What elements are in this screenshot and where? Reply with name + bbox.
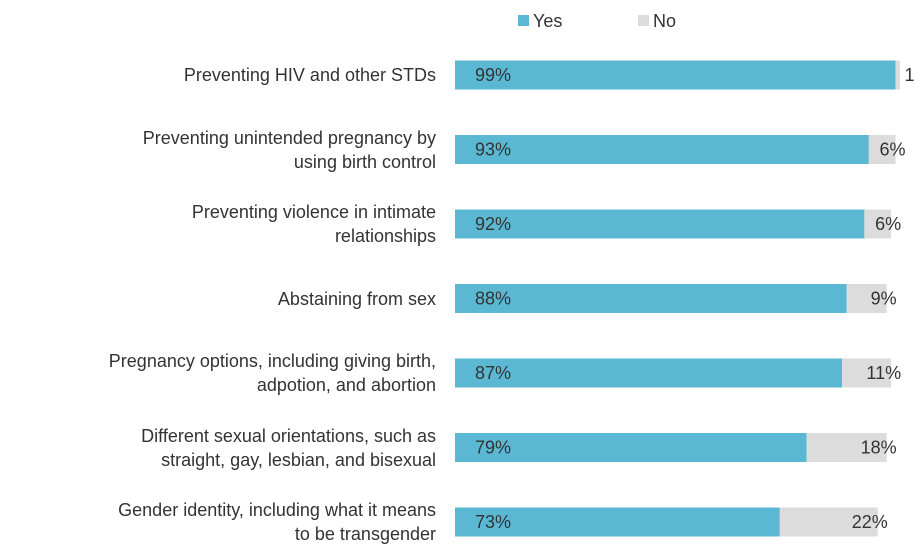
bar-segment — [806, 433, 887, 462]
value-label: 1% — [905, 65, 915, 85]
legend-swatch — [518, 15, 529, 26]
category-label: Gender identity, including what it means… — [118, 500, 436, 544]
legend-label: Yes — [533, 11, 562, 31]
value-label: 18% — [861, 437, 897, 457]
value-label: 73% — [475, 512, 511, 532]
category-label: Preventing violence in intimate relation… — [191, 202, 436, 246]
category-label: Different sexual orientations, such as s… — [141, 425, 436, 470]
value-label: 6% — [875, 214, 901, 234]
value-label: 99% — [475, 65, 511, 85]
category-label: Preventing HIV and other STDs — [183, 65, 436, 85]
bar-segment — [455, 507, 780, 537]
value-label: 88% — [475, 288, 511, 308]
value-label: 93% — [475, 139, 511, 159]
bar-segment — [846, 284, 887, 313]
value-label: 92% — [475, 214, 511, 234]
value-label: 87% — [475, 363, 511, 383]
category-label: Abstaining from sex — [277, 288, 436, 309]
bar-segment — [868, 135, 896, 164]
bar-segment — [864, 209, 892, 239]
value-label: 6% — [880, 139, 906, 159]
bar-segment — [455, 60, 896, 90]
bar-segment — [779, 507, 878, 537]
legend-swatch — [638, 15, 649, 26]
value-label: 79% — [475, 437, 511, 457]
category-label: Pregnancy options, including giving birt… — [108, 351, 436, 395]
bar-segment — [455, 284, 847, 313]
value-label: 11% — [866, 363, 901, 383]
bar-segment — [455, 135, 869, 164]
bar-segment — [455, 433, 807, 462]
bar-segment — [455, 209, 865, 239]
legend-label: No — [653, 11, 676, 31]
category-label: Preventing unintended pregnancy by using… — [142, 127, 436, 172]
bar-segment — [455, 358, 843, 388]
value-label: 22% — [852, 512, 888, 532]
bar-segment — [842, 358, 892, 388]
bar-segment — [895, 60, 900, 90]
value-label: 9% — [871, 288, 897, 308]
